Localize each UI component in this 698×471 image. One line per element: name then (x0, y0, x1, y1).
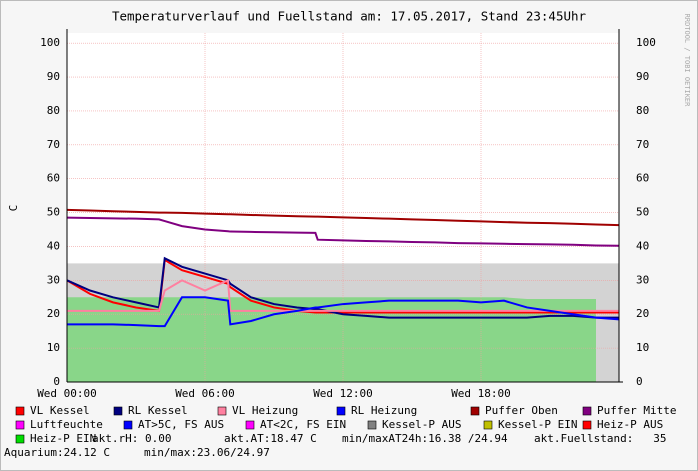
y-tick-label: 70 (47, 138, 60, 151)
legend-swatch (15, 406, 25, 416)
y-tick-label: 10 (47, 341, 60, 354)
legend-label: Puffer Mitte (597, 404, 676, 417)
y-axis-label: C (7, 205, 20, 212)
legend-swatch (113, 406, 123, 416)
y2-tick-label: 90 (636, 70, 649, 83)
legend-swatch (367, 420, 377, 430)
y-tick-label: 40 (47, 239, 60, 252)
legend-label: Heiz-P EIN (30, 432, 96, 445)
line (66, 256, 619, 319)
y-tick-label: 50 (47, 206, 60, 219)
y2-tick-label: 60 (636, 172, 649, 185)
y2-tick-label: 10 (636, 341, 649, 354)
y2-tick-label: 20 (636, 307, 649, 320)
legend-label: Kessel-P AUS (382, 418, 461, 431)
y-tick-label: 20 (47, 307, 60, 320)
y2-tick-label: 70 (636, 138, 649, 151)
footer-text: min/maxAT24h:16.38 /24.94 (342, 432, 508, 445)
x-tick-label: Wed 00:00 (37, 387, 97, 400)
legend-swatch (483, 420, 493, 430)
y-tick-label: 100 (40, 36, 60, 49)
y2-tick-label: 100 (636, 36, 656, 49)
legend-swatch (245, 420, 255, 430)
legend-label: AT>5C, FS AUS (138, 418, 224, 431)
legend-swatch (15, 434, 25, 444)
legend-swatch (582, 406, 592, 416)
y2-tick-label: 40 (636, 239, 649, 252)
legend-swatch (336, 406, 346, 416)
legend-label: VL Kessel (30, 404, 90, 417)
y2-tick-label: 0 (636, 375, 643, 388)
legend-swatch (470, 406, 480, 416)
y-tick-label: 60 (47, 172, 60, 185)
legend-swatch (15, 420, 25, 430)
footer-text: Aquarium:24.12 C (4, 446, 110, 459)
footer-text: min/max:23.06/24.97 (144, 446, 270, 459)
legend-label: Heiz-P AUS (597, 418, 663, 431)
x-tick-label: Wed 12:00 (313, 387, 373, 400)
footer-text: akt.Fuellstand: 35 (534, 432, 666, 445)
legend-swatch (217, 406, 227, 416)
line (67, 278, 619, 312)
legend-label: Luftfeuchte (30, 418, 103, 431)
legend-label: RL Heizung (351, 404, 417, 417)
y-tick-label: 30 (47, 273, 60, 286)
line (66, 216, 620, 247)
x-tick-label: Wed 18:00 (451, 387, 511, 400)
line (66, 208, 620, 227)
footer-text: akt.AT:18.47 C (224, 432, 317, 445)
y-tick-label: 0 (53, 375, 60, 388)
legend-label: AT<2C, FS EIN (260, 418, 346, 431)
y-tick-label: 80 (47, 104, 60, 117)
chart-title: Temperaturverlauf und Fuellstand am: 17.… (112, 9, 587, 24)
y-tick-label: 90 (47, 70, 60, 83)
legend-swatch (123, 420, 133, 430)
legend-label: Kessel-P EIN (498, 418, 577, 431)
legend-label: VL Heizung (232, 404, 298, 417)
line (67, 296, 620, 328)
y2-tick-label: 30 (636, 273, 649, 286)
legend-swatch (582, 420, 592, 430)
side-text: RRDTOOL / TOBI OETIKER (683, 14, 691, 108)
legend-label: Puffer Oben (485, 404, 558, 417)
footer-text: akt.rH: 0.00 (92, 432, 171, 445)
y2-tick-label: 80 (636, 104, 649, 117)
y2-tick-label: 50 (636, 206, 649, 219)
x-tick-label: Wed 06:00 (175, 387, 235, 400)
legend-label: RL Kessel (128, 404, 188, 417)
